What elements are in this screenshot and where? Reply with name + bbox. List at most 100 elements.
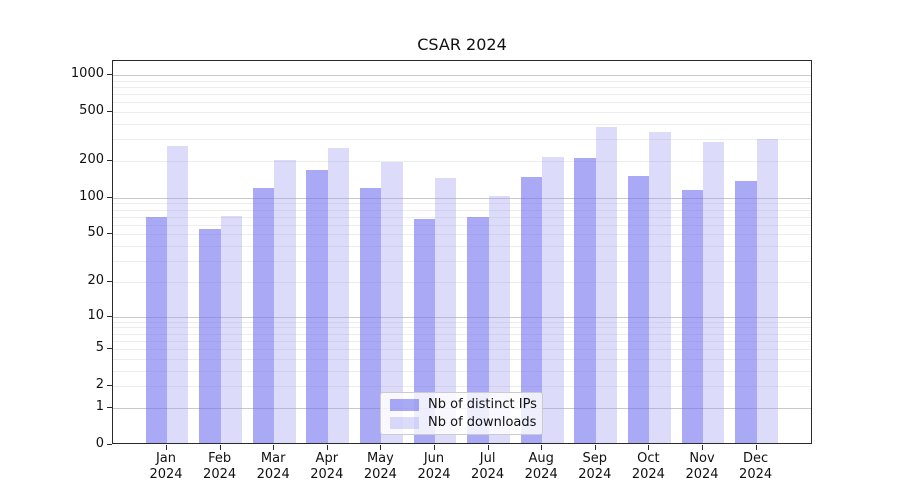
bar-distinct-ips xyxy=(574,157,596,443)
y-tick-mark xyxy=(107,280,112,282)
gridline-major xyxy=(113,75,811,77)
x-tick-label: Sep 2024 xyxy=(555,451,635,483)
x-tick-label-line: 2024 xyxy=(149,467,183,482)
gridline-minor xyxy=(113,216,811,218)
x-tick-mark xyxy=(755,445,757,450)
x-tick-mark xyxy=(219,445,221,450)
bar-downloads xyxy=(327,147,350,443)
gridline-minor xyxy=(113,327,811,329)
y-tick-label: 2 xyxy=(95,377,104,393)
gridline-minor xyxy=(113,139,811,141)
y-tick-label: 500 xyxy=(79,103,104,119)
x-tick-label: May 2024 xyxy=(340,451,420,483)
x-tick-label-line: May xyxy=(366,451,394,466)
bar-distinct-ips xyxy=(467,216,489,443)
y-tick-label: 50 xyxy=(87,225,104,241)
gridline-minor xyxy=(113,209,811,211)
y-tick-mark xyxy=(107,348,112,350)
y-tick-label: 10 xyxy=(87,307,104,323)
gridline-minor xyxy=(113,224,811,226)
x-tick-label-line: 2024 xyxy=(524,467,558,482)
x-tick-mark xyxy=(434,445,435,450)
x-tick-mark xyxy=(273,445,275,450)
x-tick-label: Jan 2024 xyxy=(126,451,206,483)
x-tick-label: Apr 2024 xyxy=(287,451,367,483)
bar-distinct-ips xyxy=(252,187,275,443)
gridline-major xyxy=(113,316,811,318)
bar-downloads xyxy=(220,215,242,443)
bar-distinct-ips xyxy=(681,189,703,443)
gridline-minor xyxy=(113,246,811,248)
bar-distinct-ips xyxy=(145,216,167,443)
bar-downloads xyxy=(381,161,403,443)
y-tick-label: 100 xyxy=(79,188,104,204)
legend: Nb of distinct IPs Nb of downloads xyxy=(380,392,543,435)
x-tick-mark xyxy=(380,445,382,450)
y-tick-mark xyxy=(107,74,112,76)
y-tick-label: 20 xyxy=(87,272,104,288)
y-tick-mark xyxy=(107,385,112,387)
x-tick-label: Dec 2024 xyxy=(716,451,796,483)
gridline-minor xyxy=(113,340,811,342)
x-tick-mark xyxy=(702,445,703,450)
y-tick-mark xyxy=(107,233,112,235)
gridline-minor xyxy=(113,234,811,236)
gridline-minor xyxy=(113,94,811,96)
y-tick-label: 0 xyxy=(95,436,104,451)
bar-distinct-ips xyxy=(306,169,328,443)
gridline-minor xyxy=(113,161,811,162)
bar-downloads xyxy=(167,146,189,443)
x-tick-mark xyxy=(326,445,328,450)
x-tick-label-line: 2024 xyxy=(310,467,344,482)
x-tick-label-line: 2024 xyxy=(578,467,612,482)
x-tick-label-line: 2024 xyxy=(363,467,397,482)
gridline-minor xyxy=(113,261,811,263)
bar-downloads xyxy=(595,126,618,443)
x-tick-label-line: Mar xyxy=(260,451,286,466)
bar-downloads xyxy=(488,196,510,443)
y-tick-mark xyxy=(107,111,112,113)
legend-item: Nb of distinct IPs xyxy=(390,397,542,412)
x-tick-label-line: Jul xyxy=(479,451,496,466)
x-tick-label-line: Nov xyxy=(689,451,715,466)
x-tick-mark xyxy=(487,445,489,450)
y-tick-mark xyxy=(107,315,112,317)
x-tick-label-line: Dec xyxy=(743,451,769,466)
bar-distinct-ips xyxy=(413,219,435,443)
x-tick-mark xyxy=(594,445,596,450)
bar-downloads xyxy=(435,178,457,443)
gridline-major xyxy=(113,197,811,199)
x-tick-label-line: 2024 xyxy=(471,467,505,482)
x-tick-label-line: Jun xyxy=(423,451,445,466)
y-tick-mark xyxy=(107,196,112,198)
bar-distinct-ips xyxy=(360,187,382,443)
chart-title: CSAR 2024 xyxy=(417,35,507,54)
bar-distinct-ips xyxy=(520,177,543,443)
gridline-minor xyxy=(113,349,811,351)
gridline-minor xyxy=(113,80,811,82)
gridline-minor xyxy=(113,321,811,323)
legend-swatch-distinct-ips xyxy=(390,398,419,411)
y-tick-label: 200 xyxy=(79,152,104,167)
gridline-minor xyxy=(113,386,811,388)
y-tick-label: 5 xyxy=(95,340,104,356)
bar-distinct-ips xyxy=(628,176,650,443)
gridline-minor xyxy=(113,281,811,283)
bar-downloads xyxy=(649,132,671,443)
x-tick-mark xyxy=(648,445,650,450)
x-tick-label-line: Aug xyxy=(528,451,554,466)
bar-downloads xyxy=(542,157,564,443)
x-tick-label-line: 2024 xyxy=(417,467,451,482)
gridline-minor xyxy=(113,358,811,360)
x-tick-mark xyxy=(166,445,167,450)
gridline-minor xyxy=(113,333,811,335)
y-tick-label: 1000 xyxy=(70,66,104,82)
y-tick-mark xyxy=(107,160,112,161)
x-tick-label-line: 2024 xyxy=(256,467,290,482)
x-tick-label-line: Oct xyxy=(637,451,660,466)
x-tick-mark xyxy=(541,445,543,450)
x-tick-label-line: 2024 xyxy=(203,467,237,482)
y-tick-mark xyxy=(107,406,112,408)
bar-downloads xyxy=(703,142,725,443)
